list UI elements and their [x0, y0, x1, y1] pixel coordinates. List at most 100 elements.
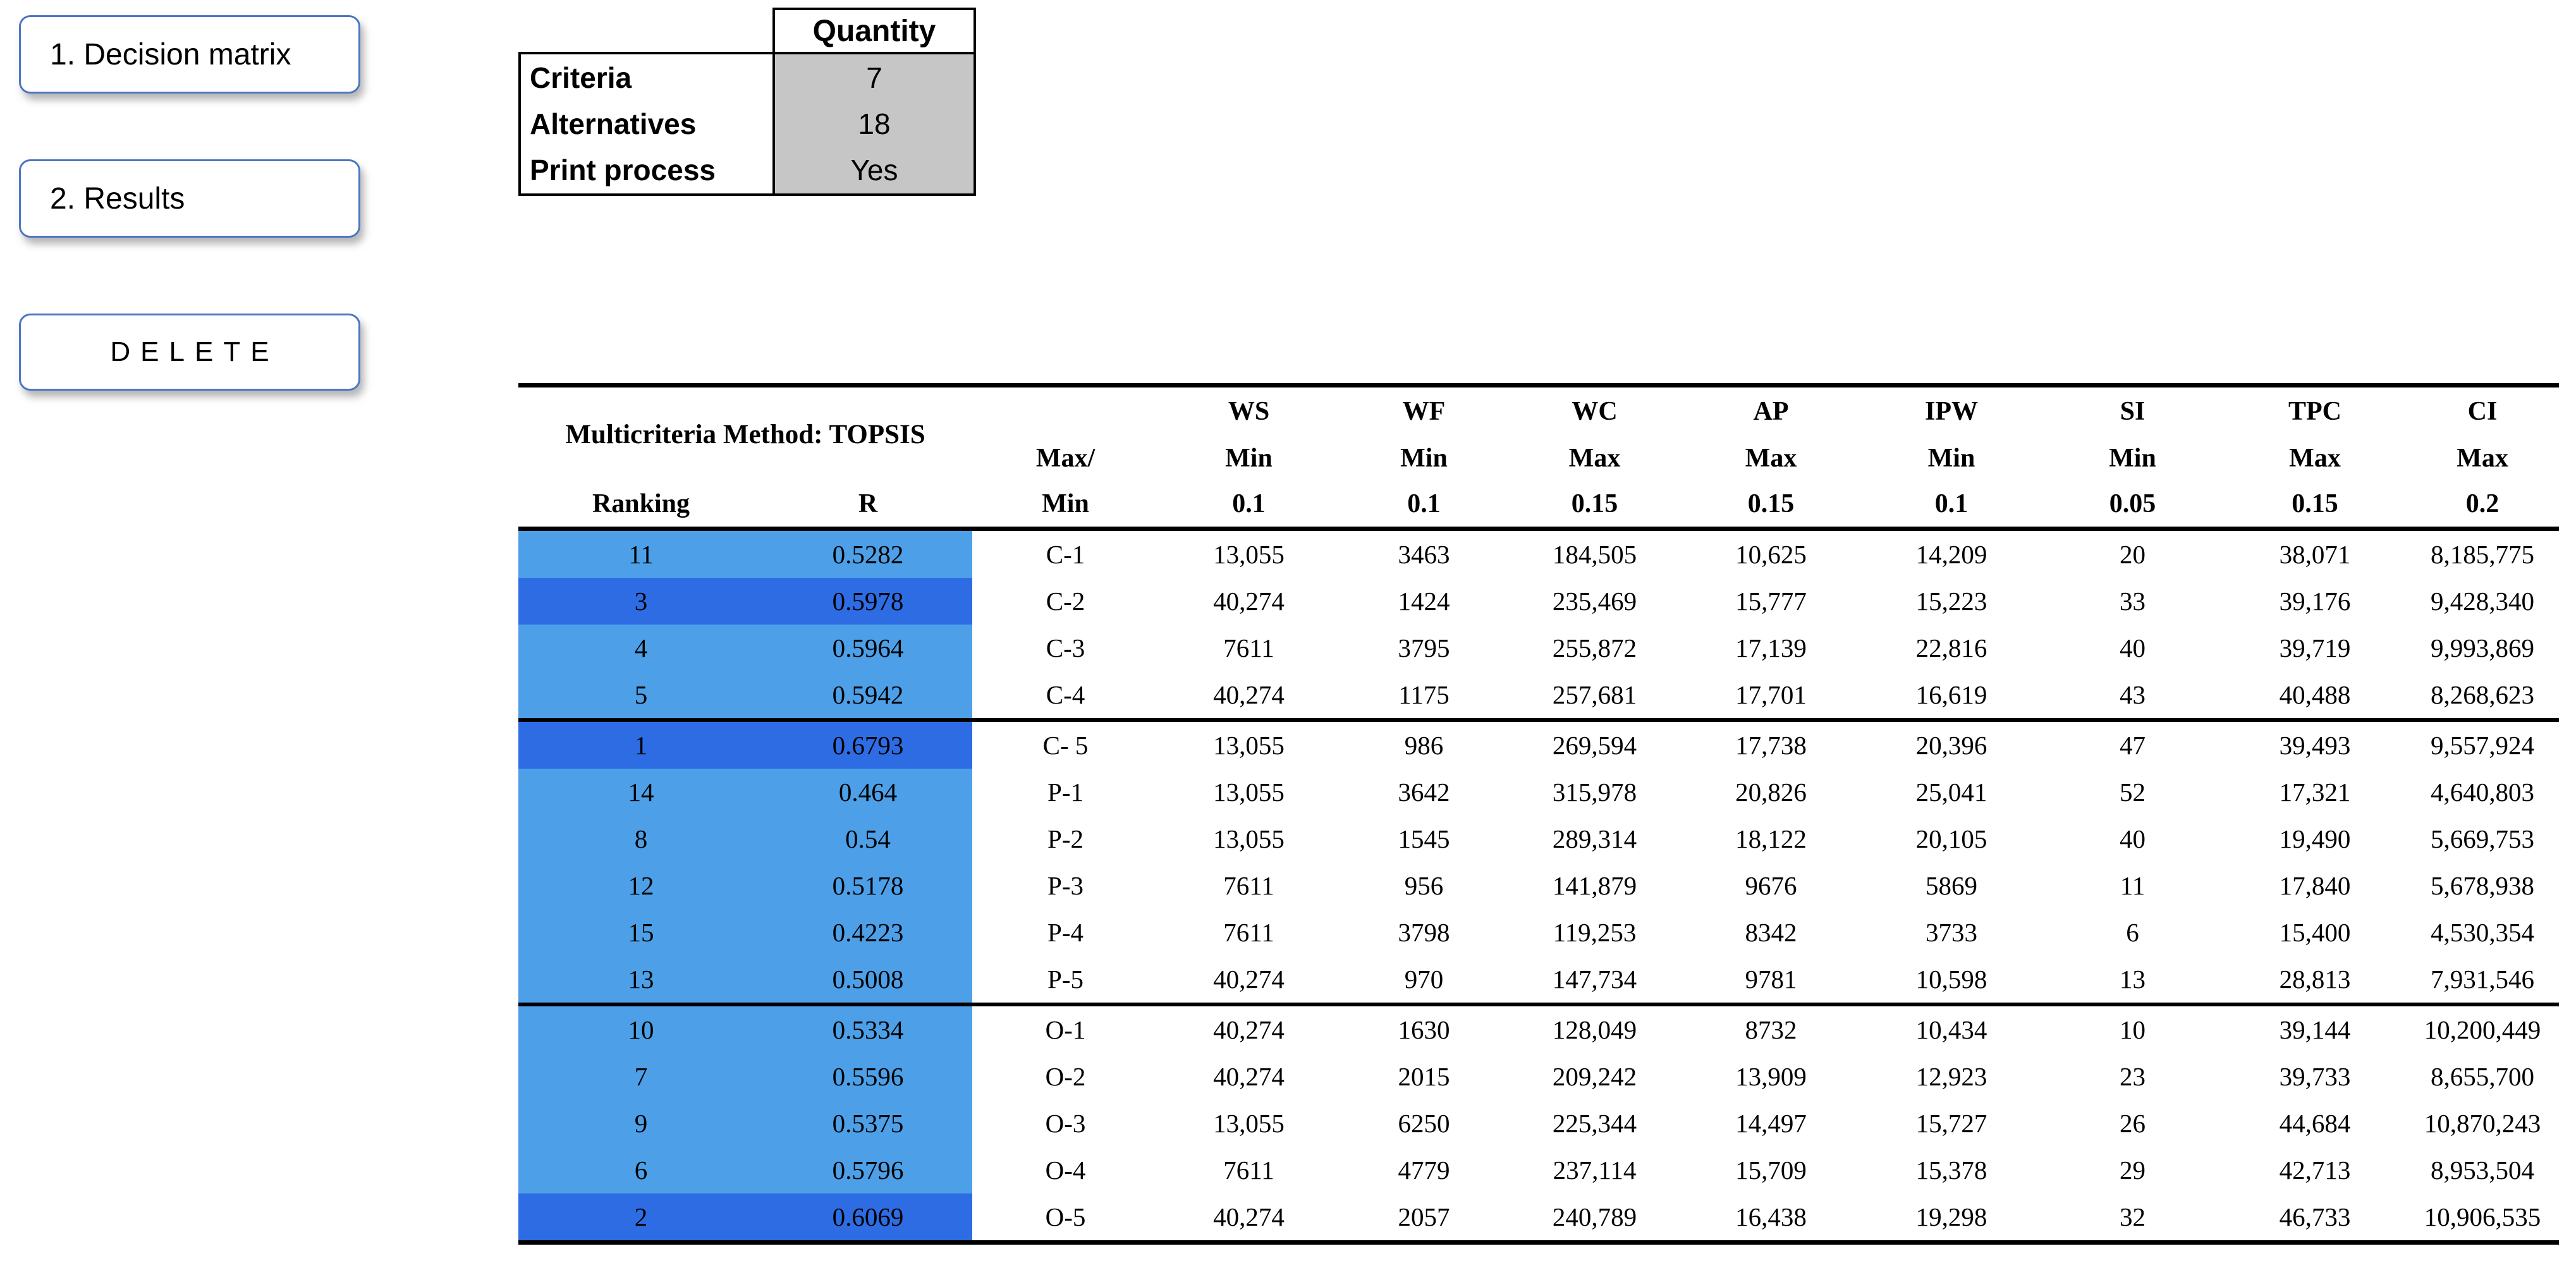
decision-matrix-button[interactable]: 1. Decision matrix [19, 15, 360, 94]
cell-value: 3733 [1926, 918, 1977, 947]
quantity-value-criteria[interactable]: 7 [866, 61, 882, 94]
header-criterion-name: IPW [1925, 397, 1978, 426]
cell-value: 5869 [1926, 871, 1977, 900]
cell-rank: 13 [518, 956, 764, 1003]
cell-value: 40,274 [1213, 587, 1285, 616]
cell-value: 38,071 [2279, 540, 2351, 569]
quantity-value-alternatives[interactable]: 18 [858, 107, 891, 140]
cell-value: 14,209 [1915, 540, 1987, 569]
cell-value: 13,055 [1213, 824, 1285, 853]
cell-rank: 6 [518, 1147, 764, 1193]
cell-value: 7611 [1223, 918, 1274, 947]
cell-value: 39,719 [2279, 633, 2351, 662]
cell-r-value: 0.6069 [764, 1193, 972, 1240]
cell-value: 15,709 [1735, 1156, 1807, 1185]
cell-value: 44,684 [2279, 1109, 2351, 1138]
cell-value: 40,274 [1213, 1015, 1285, 1044]
cell-value: 18,122 [1735, 824, 1807, 853]
header-criterion-name: SI [2120, 397, 2146, 426]
cell-value: 39,733 [2279, 1062, 2351, 1091]
cell-alternative: P-2 [1047, 824, 1084, 853]
cell-value: 40,274 [1213, 1062, 1285, 1091]
header-criterion-name: CI [2467, 397, 2498, 426]
cell-value: 8,268,623 [2431, 680, 2534, 709]
quantity-values-box: 7 18 Yes [772, 52, 976, 196]
header-maxmin-top: Max/ [1035, 444, 1096, 473]
header-criterion-weight: 0.1 [1232, 489, 1266, 518]
cell-value: 20 [2120, 540, 2146, 569]
cell-value: 13,055 [1213, 1109, 1285, 1138]
cell-value: 10,625 [1735, 540, 1807, 569]
cell-value: 1630 [1398, 1015, 1450, 1044]
header-criterion-name: WF [1402, 397, 1446, 426]
header-criterion-weight: 0.15 [2292, 489, 2338, 518]
header-criterion-weight: 0.15 [1747, 489, 1795, 518]
cell-alternative: C-3 [1046, 633, 1085, 662]
cell-value: 11 [2120, 871, 2146, 900]
cell-value: 39,176 [2279, 587, 2351, 616]
header-ranking: Ranking [592, 489, 690, 518]
cell-value: 4,530,354 [2431, 918, 2534, 947]
cell-alternative: O-3 [1045, 1109, 1086, 1138]
cell-value: 986 [1404, 731, 1444, 760]
header-criterion-name: WS [1228, 397, 1270, 426]
cell-value: 13 [2120, 965, 2146, 994]
cell-value: 1424 [1398, 587, 1450, 616]
cell-value: 257,681 [1552, 680, 1637, 709]
cell-r-value: 0.6793 [764, 722, 972, 769]
cell-alternative: O-5 [1045, 1202, 1086, 1231]
delete-button[interactable]: DELETE [19, 314, 360, 391]
cell-value: 289,314 [1552, 824, 1637, 853]
cell-alternative: O-4 [1045, 1156, 1086, 1185]
header-r: R [858, 489, 878, 518]
quantity-labels-box: Criteria Alternatives Print process [518, 52, 775, 196]
results-table: Multicriteria Method: TOPSIS Max/ Min Ra… [518, 383, 2559, 1245]
cell-value: 6 [2126, 918, 2139, 947]
cell-alternative: P-5 [1047, 965, 1084, 994]
cell-value: 15,378 [1915, 1156, 1987, 1185]
cell-value: 9,557,924 [2431, 731, 2534, 760]
cell-rank: 11 [518, 531, 764, 578]
table-rule [518, 718, 2559, 722]
cell-value: 209,242 [1552, 1062, 1637, 1091]
cell-value: 147,734 [1552, 965, 1637, 994]
cell-value: 17,701 [1735, 680, 1807, 709]
cell-alternative: P-4 [1047, 918, 1084, 947]
cell-value: 10,870,243 [2424, 1109, 2541, 1138]
cell-value: 15,400 [2279, 918, 2351, 947]
cell-value: 119,253 [1553, 918, 1637, 947]
cell-value: 5,669,753 [2431, 824, 2534, 853]
cell-rank: 12 [518, 862, 764, 909]
cell-value: 2015 [1398, 1062, 1450, 1091]
cell-value: 40 [2120, 633, 2146, 662]
cell-value: 25,041 [1915, 778, 1987, 807]
quantity-value-print-process[interactable]: Yes [850, 154, 898, 187]
table-rule [518, 1240, 2559, 1245]
header-criterion-direction: Min [1400, 444, 1448, 473]
cell-value: 32 [2120, 1202, 2146, 1231]
cell-value: 46,733 [2279, 1202, 2351, 1231]
cell-value: 15,223 [1915, 587, 1987, 616]
cell-value: 225,344 [1552, 1109, 1637, 1138]
header-criterion-direction: Max [1568, 444, 1621, 473]
cell-alternative: C-4 [1046, 680, 1085, 709]
cell-value: 3463 [1398, 540, 1450, 569]
cell-value: 40,274 [1213, 965, 1285, 994]
cell-value: 13,055 [1213, 731, 1285, 760]
cell-value: 4779 [1398, 1156, 1450, 1185]
cell-r-value: 0.5942 [764, 671, 972, 718]
cell-value: 23 [2120, 1062, 2146, 1091]
cell-value: 2057 [1398, 1202, 1450, 1231]
cell-value: 315,978 [1552, 778, 1637, 807]
cell-value: 17,139 [1735, 633, 1807, 662]
quantity-label-print-process: Print process [530, 154, 716, 187]
cell-alternative: P-3 [1047, 871, 1084, 900]
cell-value: 970 [1404, 965, 1444, 994]
cell-value: 7611 [1223, 871, 1274, 900]
results-button[interactable]: 2. Results [19, 159, 360, 238]
cell-value: 47 [2120, 731, 2146, 760]
quantity-label-criteria: Criteria [530, 61, 632, 94]
cell-value: 128,049 [1552, 1015, 1637, 1044]
cell-value: 8,185,775 [2431, 540, 2534, 569]
cell-value: 7611 [1223, 633, 1274, 662]
